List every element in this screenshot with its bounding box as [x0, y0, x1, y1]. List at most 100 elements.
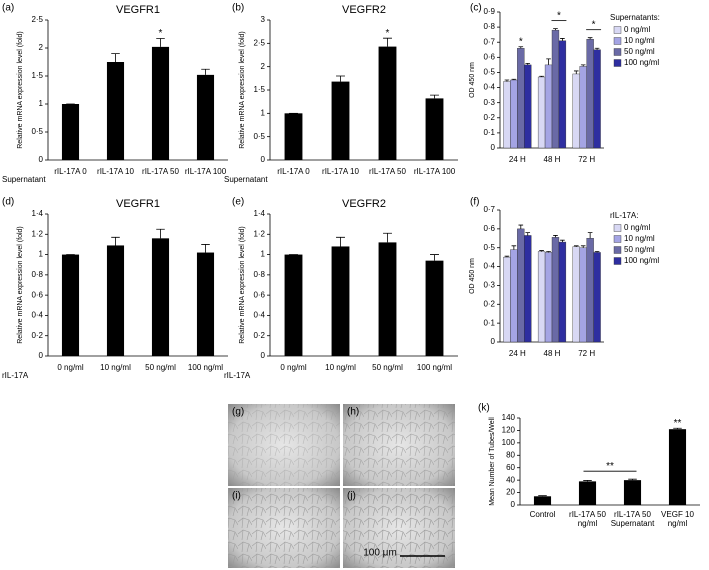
y-tick-label: 0	[261, 351, 266, 360]
x-prefix-label: Supernatant	[224, 175, 268, 184]
y-tick-label: 80	[506, 450, 515, 459]
y-tick-label: 20	[506, 488, 515, 497]
x-tick-label: 50 ng/ml	[372, 363, 403, 372]
micrograph-texture	[228, 404, 340, 486]
bar	[196, 252, 215, 356]
x-tick-label: 24 H	[509, 155, 526, 164]
x-tick-label: rIL-17A 50	[142, 167, 179, 176]
legend-swatch	[613, 59, 622, 67]
legend-label: 50 ng/ml	[624, 245, 655, 254]
legend-swatch	[613, 257, 622, 265]
y-tick-label: 0·5	[253, 132, 265, 141]
error-bar	[553, 28, 558, 31]
x-tick-label: ng/ml	[668, 519, 688, 528]
y-axis-label: Mean Number of Tubes/Well	[489, 417, 496, 506]
error-bar	[518, 46, 524, 49]
y-tick-label: 0·2	[31, 331, 43, 340]
y-tick-label: 0·1	[483, 128, 495, 137]
bar	[61, 254, 80, 356]
error-bar	[336, 236, 345, 247]
significance-label: *	[592, 19, 596, 30]
error-bar	[539, 250, 544, 252]
panel-label: (c)	[470, 3, 482, 14]
significance-label: **	[674, 418, 682, 429]
y-axis-label: OD 450 nm	[469, 62, 476, 98]
y-tick-label: 0·5	[31, 127, 43, 136]
error-bar	[553, 235, 558, 238]
error-bar	[201, 244, 210, 253]
legend-label: 100 ng/ml	[624, 256, 659, 265]
x-prefix-label: Supernatant	[2, 175, 46, 184]
error-bar	[546, 251, 551, 253]
error-bar	[430, 254, 439, 261]
panel-label: (e)	[232, 197, 244, 208]
y-tick-label: 0·6	[483, 52, 495, 61]
error-bar	[587, 37, 593, 40]
scale-bar-label: 100 μm	[363, 548, 397, 559]
y-tick-label: 0·6	[253, 290, 265, 299]
significance-label: *	[519, 36, 523, 47]
x-tick-label: 100 ng/ml	[417, 363, 452, 372]
error-bar	[383, 37, 392, 47]
y-axis-label: Relative mRNA expression level (fold)	[239, 31, 246, 149]
y-tick-label: 1·4	[31, 209, 43, 218]
y-tick-label: 0	[39, 351, 44, 360]
legend-swatch	[613, 235, 622, 243]
chart-title: VEGFR2	[342, 4, 386, 16]
error-bar	[156, 228, 165, 239]
y-axis-label: Relative mRNA expression level (fold)	[239, 226, 246, 344]
y-tick-label: 0	[491, 337, 496, 346]
error-bar	[525, 62, 531, 65]
bar	[572, 73, 580, 149]
micrograph-texture	[343, 488, 455, 568]
y-tick-label: 0	[261, 155, 266, 164]
y-tick-label: 1·2	[31, 229, 43, 238]
legend-swatch	[613, 37, 622, 45]
y-tick-label: 1	[261, 250, 266, 259]
y-tick-label: 0·4	[483, 83, 495, 92]
bar	[196, 74, 215, 160]
y-tick-label: 0	[491, 143, 496, 152]
significance-label: *	[159, 28, 163, 39]
y-tick-label: 0·5	[483, 68, 495, 77]
error-bar	[628, 478, 637, 481]
error-bar	[518, 224, 524, 229]
x-tick-label: ng/ml	[578, 519, 598, 528]
bar	[331, 246, 350, 356]
y-tick-label: 0·2	[253, 331, 265, 340]
error-bar	[111, 236, 120, 246]
significance-label: **	[606, 461, 614, 472]
y-tick-label: 0·8	[483, 22, 495, 31]
y-tick-label: 0·3	[483, 98, 495, 107]
bar	[593, 252, 601, 343]
bar	[558, 241, 567, 343]
x-tick-label: rIL-17A 50	[614, 510, 651, 519]
error-bar	[504, 255, 510, 258]
bar	[378, 242, 397, 356]
panel-label: (i)	[232, 491, 241, 502]
bar	[586, 238, 594, 343]
error-bar	[538, 495, 547, 497]
y-tick-label: 0·6	[31, 290, 43, 299]
x-tick-label: 100 ng/ml	[188, 363, 223, 372]
bar	[425, 260, 444, 356]
panel-label: (k)	[478, 403, 490, 414]
panel-label: (h)	[347, 407, 359, 418]
y-tick-label: 3	[261, 15, 266, 24]
legend-title: Supernatants:	[610, 13, 660, 22]
significance-label: *	[557, 10, 561, 21]
x-tick-label: Supernatant	[611, 519, 655, 528]
legend-swatch	[613, 26, 622, 34]
x-tick-label: rIL-17A 100	[414, 167, 456, 176]
bar	[558, 40, 567, 149]
legend-swatch	[613, 246, 622, 254]
bar	[331, 81, 350, 160]
x-tick-label: 24 H	[509, 349, 526, 358]
y-tick-label: 0·6	[483, 224, 495, 233]
bar	[378, 46, 397, 160]
bar	[524, 64, 532, 149]
bar	[533, 496, 552, 505]
bar	[151, 46, 170, 160]
micrographs: (g) (h) (i) (j) 100 μm	[228, 404, 455, 568]
